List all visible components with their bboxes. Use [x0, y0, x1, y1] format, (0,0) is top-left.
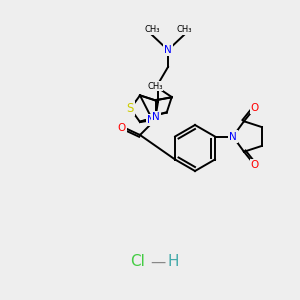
Text: —: —: [150, 254, 166, 269]
Text: CH₃: CH₃: [147, 82, 163, 91]
Text: N: N: [229, 131, 237, 142]
Text: O: O: [251, 103, 259, 113]
Text: CH₃: CH₃: [176, 26, 192, 34]
Text: S: S: [127, 102, 134, 115]
Text: N: N: [147, 115, 155, 125]
Text: H: H: [167, 254, 179, 269]
Text: O: O: [251, 160, 259, 170]
Text: N: N: [152, 112, 160, 122]
Text: CH₃: CH₃: [144, 26, 160, 34]
Text: Cl: Cl: [130, 254, 146, 269]
Text: O: O: [118, 123, 126, 133]
Text: N: N: [164, 45, 172, 55]
